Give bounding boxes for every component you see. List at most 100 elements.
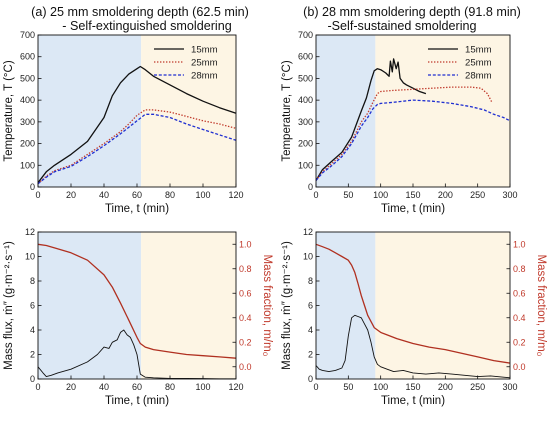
post-region xyxy=(141,35,236,187)
y-tick-label: 300 xyxy=(298,117,313,127)
y2-tick-label: 1.0 xyxy=(239,239,252,249)
legend-label: 25mm xyxy=(191,58,218,69)
y-tick-label: 200 xyxy=(298,139,313,149)
x-tick-label: 0 xyxy=(35,382,40,392)
x-axis-label: Time, t (min) xyxy=(381,395,445,407)
x-tick-label: 100 xyxy=(195,190,210,200)
x-tick-label: 100 xyxy=(373,382,388,392)
y-tick-label: 700 xyxy=(20,30,35,40)
x-tick-label: 150 xyxy=(405,382,420,392)
y-tick-label: 2 xyxy=(308,350,313,360)
x-tick-label: 100 xyxy=(195,382,210,392)
chart-b-temperature: 0 50 100 150 200 250 300 0 100 200 300 400 500 600 700… xyxy=(281,30,518,215)
y-tick-label: 0 xyxy=(30,374,35,384)
chart-a-temperature: 0 20 40 60 80 100 120 0 100 200 300 400 500 600 700 Tim… xyxy=(3,30,244,215)
x-tick-label: 200 xyxy=(438,190,453,200)
panel-b-title-line1: (b) 28 mm smoldering depth (91.8 min) xyxy=(303,5,521,19)
x-tick-label: 250 xyxy=(470,190,485,200)
x-tick-label: 20 xyxy=(66,190,76,200)
legend-label: 15mm xyxy=(191,45,218,56)
y-tick-label: 4 xyxy=(308,325,313,335)
y-tick-label: 0 xyxy=(308,182,313,192)
y-tick-label: 12 xyxy=(303,227,313,237)
x-tick-label: 0 xyxy=(313,190,318,200)
panel-b-title-line2: -Self-sustained smoldering xyxy=(327,19,476,33)
y2-axis-label: Mass fraction, m/m₀ xyxy=(535,255,547,357)
y2-tick-label: 0.2 xyxy=(239,337,252,347)
y2-axis-label: Mass fraction, m/m₀ xyxy=(261,255,273,357)
y-tick-label: 500 xyxy=(20,73,35,83)
y-axis-label: Temperature, T (°C) xyxy=(3,60,15,161)
y-tick-label: 10 xyxy=(25,252,35,262)
y-axis-label: Temperature, T (°C) xyxy=(281,60,293,161)
y-tick-label: 8 xyxy=(30,276,35,286)
series-line-mass-flux xyxy=(37,329,236,380)
y-tick-label: 600 xyxy=(20,52,35,62)
series-line-mass-fraction xyxy=(315,243,511,364)
y2-tick-label: 1.0 xyxy=(513,239,526,249)
y-tick-label: 200 xyxy=(20,139,35,149)
y-tick-label: 100 xyxy=(20,160,35,170)
series-line-28mm xyxy=(37,113,237,185)
legend-label: 25mm xyxy=(465,58,492,69)
series-line-15mm xyxy=(37,65,237,184)
x-tick-label: 40 xyxy=(99,190,109,200)
x-tick-label: 250 xyxy=(470,382,485,392)
post-region xyxy=(375,232,510,379)
x-tick-label: 80 xyxy=(165,382,175,392)
y2-tick-label: 0.8 xyxy=(513,264,526,274)
y-tick-label: 4 xyxy=(30,325,35,335)
y-tick-label: 6 xyxy=(30,301,35,311)
y2-tick-label: 0.8 xyxy=(239,264,252,274)
y-tick-label: 400 xyxy=(298,95,313,105)
y-tick-label: 2 xyxy=(30,350,35,360)
y-tick-label: 10 xyxy=(303,252,313,262)
x-tick-label: 80 xyxy=(165,190,175,200)
y2-tick-label: 0.0 xyxy=(239,362,252,372)
y2-tick-label: 0.6 xyxy=(239,288,252,298)
y-axis-label: Mass flux, ṁ″ (g·m⁻²·s⁻¹) xyxy=(281,241,293,370)
x-tick-label: 60 xyxy=(132,190,142,200)
series-line-15mm xyxy=(315,58,427,181)
x-tick-label: 50 xyxy=(343,190,353,200)
y-tick-label: 0 xyxy=(30,182,35,192)
y-tick-label: 400 xyxy=(20,95,35,105)
x-tick-label: 20 xyxy=(66,382,76,392)
panel-a-title-line2: - Self-extinguished smoldering xyxy=(62,19,231,33)
post-region xyxy=(375,35,510,187)
x-tick-label: 100 xyxy=(373,190,388,200)
panel-a-title-line1: (a) 25 mm smoldering depth (62.5 min) xyxy=(31,5,249,19)
x-axis-label: Time, t (min) xyxy=(105,203,169,215)
x-axis-label: Time, t (min) xyxy=(381,203,445,215)
legend-label: 28mm xyxy=(191,71,218,82)
chart-b-mass: 0 50 100 150 200 250 300 0 2 4 6 8 10 12 0.0 0.2 0.4 0.6 0… xyxy=(281,227,547,407)
x-tick-label: 40 xyxy=(99,382,109,392)
legend-label: 15mm xyxy=(465,45,492,56)
x-tick-label: 0 xyxy=(313,382,318,392)
x-tick-label: 120 xyxy=(228,190,243,200)
x-tick-label: 120 xyxy=(228,382,243,392)
series-line-28mm xyxy=(315,99,511,181)
x-axis-label: Time, t (min) xyxy=(105,395,169,407)
y-tick-label: 0 xyxy=(308,374,313,384)
y-tick-label: 12 xyxy=(25,227,35,237)
y-axis-label: Mass flux, ṁ″ (g·m⁻²·s⁻¹) xyxy=(3,241,15,370)
y-tick-label: 500 xyxy=(298,73,313,83)
x-tick-label: 300 xyxy=(502,382,517,392)
y2-tick-label: 0.6 xyxy=(513,288,526,298)
y-tick-label: 700 xyxy=(298,30,313,40)
series-line-mass-fraction xyxy=(37,243,237,359)
x-tick-label: 200 xyxy=(438,382,453,392)
y2-tick-label: 0.4 xyxy=(513,313,526,323)
y-tick-label: 300 xyxy=(20,117,35,127)
chart-a-mass: 0 20 40 60 80 100 120 0 2 4 6 8 10 12 0.0 0.2 0.4 0.6 0.8 1… xyxy=(3,227,273,407)
series-line-mass-flux xyxy=(315,314,511,379)
y-tick-label: 8 xyxy=(308,276,313,286)
x-tick-label: 300 xyxy=(502,190,517,200)
y-tick-label: 100 xyxy=(298,160,313,170)
x-tick-label: 60 xyxy=(132,382,142,392)
x-tick-label: 50 xyxy=(343,382,353,392)
y2-tick-label: 0.2 xyxy=(513,337,526,347)
y2-tick-label: 0.0 xyxy=(513,362,526,372)
